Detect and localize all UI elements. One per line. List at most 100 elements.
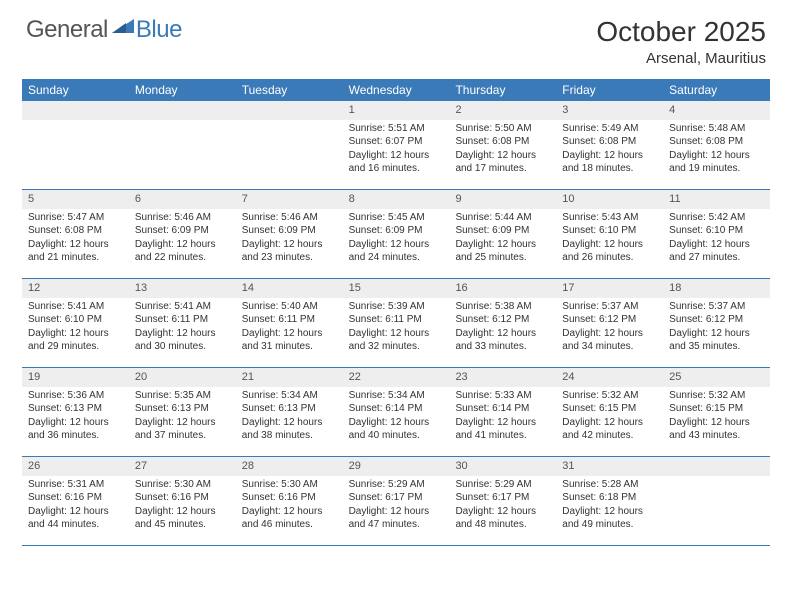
sunrise-line: Sunrise: 5:42 AM [669, 211, 764, 225]
daylight-line-1: Daylight: 12 hours [562, 416, 657, 430]
daylight-line-1: Daylight: 12 hours [28, 505, 123, 519]
day-body: Sunrise: 5:32 AMSunset: 6:15 PMDaylight:… [556, 387, 663, 447]
daylight-line-2: and 48 minutes. [455, 518, 550, 532]
page-title: October 2025 [596, 16, 766, 48]
sunrise-line: Sunrise: 5:43 AM [562, 211, 657, 225]
day-cell: 30Sunrise: 5:29 AMSunset: 6:17 PMDayligh… [449, 457, 556, 545]
sunset-line: Sunset: 6:15 PM [562, 402, 657, 416]
sunset-line: Sunset: 6:12 PM [562, 313, 657, 327]
day-body: Sunrise: 5:36 AMSunset: 6:13 PMDaylight:… [22, 387, 129, 447]
day-cell: 18Sunrise: 5:37 AMSunset: 6:12 PMDayligh… [663, 279, 770, 367]
daylight-line-1: Daylight: 12 hours [562, 505, 657, 519]
logo-text-general: General [26, 16, 108, 44]
day-number: 2 [449, 101, 556, 120]
day-cell: 12Sunrise: 5:41 AMSunset: 6:10 PMDayligh… [22, 279, 129, 367]
weeks-container: 1Sunrise: 5:51 AMSunset: 6:07 PMDaylight… [22, 101, 770, 546]
daylight-line-2: and 42 minutes. [562, 429, 657, 443]
day-number: 7 [236, 190, 343, 209]
day-header: Tuesday [236, 79, 343, 101]
day-cell: 22Sunrise: 5:34 AMSunset: 6:14 PMDayligh… [343, 368, 450, 456]
daylight-line-2: and 21 minutes. [28, 251, 123, 265]
sunrise-line: Sunrise: 5:45 AM [349, 211, 444, 225]
day-number: 20 [129, 368, 236, 387]
daylight-line-1: Daylight: 12 hours [349, 238, 444, 252]
day-cell: 5Sunrise: 5:47 AMSunset: 6:08 PMDaylight… [22, 190, 129, 278]
daylight-line-1: Daylight: 12 hours [455, 238, 550, 252]
day-body: Sunrise: 5:50 AMSunset: 6:08 PMDaylight:… [449, 120, 556, 180]
day-body: Sunrise: 5:41 AMSunset: 6:10 PMDaylight:… [22, 298, 129, 358]
daylight-line-2: and 43 minutes. [669, 429, 764, 443]
day-cell: 20Sunrise: 5:35 AMSunset: 6:13 PMDayligh… [129, 368, 236, 456]
sunset-line: Sunset: 6:15 PM [669, 402, 764, 416]
daylight-line-1: Daylight: 12 hours [669, 149, 764, 163]
sunrise-line: Sunrise: 5:41 AM [135, 300, 230, 314]
day-body: Sunrise: 5:30 AMSunset: 6:16 PMDaylight:… [236, 476, 343, 536]
day-number: 22 [343, 368, 450, 387]
sunset-line: Sunset: 6:09 PM [349, 224, 444, 238]
sunset-line: Sunset: 6:10 PM [28, 313, 123, 327]
day-number: 1 [343, 101, 450, 120]
daylight-line-2: and 46 minutes. [242, 518, 337, 532]
day-cell: 11Sunrise: 5:42 AMSunset: 6:10 PMDayligh… [663, 190, 770, 278]
day-body: Sunrise: 5:45 AMSunset: 6:09 PMDaylight:… [343, 209, 450, 269]
sunrise-line: Sunrise: 5:49 AM [562, 122, 657, 136]
day-cell [129, 101, 236, 189]
day-body: Sunrise: 5:31 AMSunset: 6:16 PMDaylight:… [22, 476, 129, 536]
day-number: 12 [22, 279, 129, 298]
daylight-line-2: and 18 minutes. [562, 162, 657, 176]
sunrise-line: Sunrise: 5:41 AM [28, 300, 123, 314]
daylight-line-2: and 37 minutes. [135, 429, 230, 443]
logo-triangle-icon [112, 17, 134, 38]
day-body: Sunrise: 5:38 AMSunset: 6:12 PMDaylight:… [449, 298, 556, 358]
sunrise-line: Sunrise: 5:32 AM [669, 389, 764, 403]
day-body: Sunrise: 5:39 AMSunset: 6:11 PMDaylight:… [343, 298, 450, 358]
day-body: Sunrise: 5:42 AMSunset: 6:10 PMDaylight:… [663, 209, 770, 269]
sunrise-line: Sunrise: 5:34 AM [349, 389, 444, 403]
day-cell: 27Sunrise: 5:30 AMSunset: 6:16 PMDayligh… [129, 457, 236, 545]
day-cell: 17Sunrise: 5:37 AMSunset: 6:12 PMDayligh… [556, 279, 663, 367]
daylight-line-2: and 44 minutes. [28, 518, 123, 532]
sunrise-line: Sunrise: 5:47 AM [28, 211, 123, 225]
daylight-line-1: Daylight: 12 hours [135, 505, 230, 519]
week-row: 26Sunrise: 5:31 AMSunset: 6:16 PMDayligh… [22, 457, 770, 546]
daylight-line-2: and 41 minutes. [455, 429, 550, 443]
day-number: 25 [663, 368, 770, 387]
day-cell: 21Sunrise: 5:34 AMSunset: 6:13 PMDayligh… [236, 368, 343, 456]
daylight-line-1: Daylight: 12 hours [349, 416, 444, 430]
sunset-line: Sunset: 6:16 PM [28, 491, 123, 505]
logo: General Blue [26, 16, 182, 44]
day-body: Sunrise: 5:40 AMSunset: 6:11 PMDaylight:… [236, 298, 343, 358]
daylight-line-1: Daylight: 12 hours [28, 238, 123, 252]
calendar: SundayMondayTuesdayWednesdayThursdayFrid… [22, 79, 770, 546]
daylight-line-1: Daylight: 12 hours [242, 238, 337, 252]
day-number: 8 [343, 190, 450, 209]
day-body: Sunrise: 5:47 AMSunset: 6:08 PMDaylight:… [22, 209, 129, 269]
sunrise-line: Sunrise: 5:28 AM [562, 478, 657, 492]
day-cell: 4Sunrise: 5:48 AMSunset: 6:08 PMDaylight… [663, 101, 770, 189]
day-body: Sunrise: 5:51 AMSunset: 6:07 PMDaylight:… [343, 120, 450, 180]
sunrise-line: Sunrise: 5:50 AM [455, 122, 550, 136]
sunrise-line: Sunrise: 5:40 AM [242, 300, 337, 314]
daylight-line-2: and 38 minutes. [242, 429, 337, 443]
day-body: Sunrise: 5:48 AMSunset: 6:08 PMDaylight:… [663, 120, 770, 180]
day-number: 23 [449, 368, 556, 387]
day-headers-row: SundayMondayTuesdayWednesdayThursdayFrid… [22, 79, 770, 101]
sunrise-line: Sunrise: 5:37 AM [562, 300, 657, 314]
daylight-line-2: and 35 minutes. [669, 340, 764, 354]
daylight-line-1: Daylight: 12 hours [28, 327, 123, 341]
daylight-line-2: and 33 minutes. [455, 340, 550, 354]
day-number: 30 [449, 457, 556, 476]
day-number: 19 [22, 368, 129, 387]
day-cell: 29Sunrise: 5:29 AMSunset: 6:17 PMDayligh… [343, 457, 450, 545]
sunrise-line: Sunrise: 5:46 AM [135, 211, 230, 225]
sunset-line: Sunset: 6:17 PM [349, 491, 444, 505]
daylight-line-1: Daylight: 12 hours [349, 505, 444, 519]
daylight-line-1: Daylight: 12 hours [242, 505, 337, 519]
day-body: Sunrise: 5:44 AMSunset: 6:09 PMDaylight:… [449, 209, 556, 269]
daylight-line-2: and 16 minutes. [349, 162, 444, 176]
day-body: Sunrise: 5:33 AMSunset: 6:14 PMDaylight:… [449, 387, 556, 447]
sunrise-line: Sunrise: 5:39 AM [349, 300, 444, 314]
header: General Blue October 2025 Arsenal, Mauri… [0, 0, 792, 75]
day-number: 29 [343, 457, 450, 476]
day-cell: 3Sunrise: 5:49 AMSunset: 6:08 PMDaylight… [556, 101, 663, 189]
